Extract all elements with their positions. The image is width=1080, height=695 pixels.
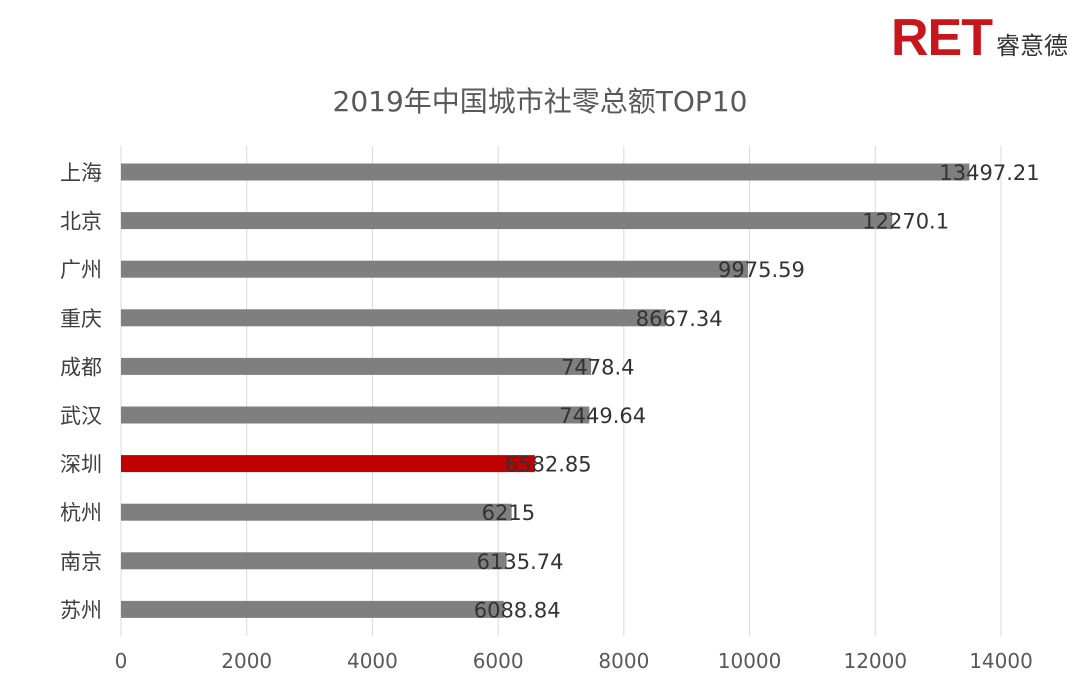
- category-label: 广州: [60, 258, 102, 282]
- x-tick-label: 12000: [843, 649, 907, 673]
- category-label: 北京: [60, 210, 102, 234]
- x-tick-label: 14000: [969, 649, 1033, 673]
- x-tick-label: 6000: [473, 649, 524, 673]
- chart-title: 2019年中国城市社零总额TOP10: [333, 85, 748, 118]
- category-label: 苏州: [60, 598, 102, 622]
- category-label: 杭州: [60, 501, 102, 525]
- x-tick-label: 2000: [221, 649, 272, 673]
- bar-5: [121, 357, 592, 375]
- value-label: 7449.64: [559, 404, 646, 428]
- x-axis-ticks: 0 2000 4000 6000 8000 10000 12000 14000: [115, 649, 1033, 673]
- value-label: 13497.21: [939, 161, 1039, 185]
- category-label: 成都: [60, 355, 102, 379]
- x-tick-label: 8000: [598, 649, 649, 673]
- x-tick-label: 0: [115, 649, 128, 673]
- bar-3: [121, 260, 749, 278]
- value-label: 6215: [482, 501, 535, 525]
- category-label: 南京: [60, 550, 102, 574]
- value-label: 8667.34: [636, 307, 723, 331]
- value-label: 12270.1: [862, 210, 949, 234]
- logo-text: 睿意德: [996, 32, 1068, 60]
- x-tick-label: 4000: [347, 649, 398, 673]
- category-label: 重庆: [60, 307, 102, 331]
- value-label: 6088.84: [474, 598, 561, 622]
- bar-1: [121, 163, 970, 181]
- value-label: 6582.85: [505, 453, 592, 477]
- bar-7: [121, 455, 535, 473]
- value-label: 6135.74: [477, 550, 564, 574]
- category-label: 深圳: [60, 453, 102, 477]
- x-tick-label: 10000: [718, 649, 782, 673]
- bar-6: [121, 406, 590, 424]
- value-label: 7478.4: [561, 355, 634, 379]
- bar-8: [121, 503, 512, 521]
- ret-logo: RET 睿意德: [891, 9, 1068, 67]
- bar-2: [121, 212, 893, 230]
- value-label: 9975.59: [718, 258, 805, 282]
- category-label: 武汉: [60, 404, 102, 428]
- bar-9: [121, 552, 507, 570]
- bars: [121, 163, 970, 618]
- bar-10: [121, 600, 504, 618]
- logo-mark: RET: [891, 9, 993, 67]
- bar-4: [121, 309, 666, 327]
- category-label: 上海: [60, 161, 102, 185]
